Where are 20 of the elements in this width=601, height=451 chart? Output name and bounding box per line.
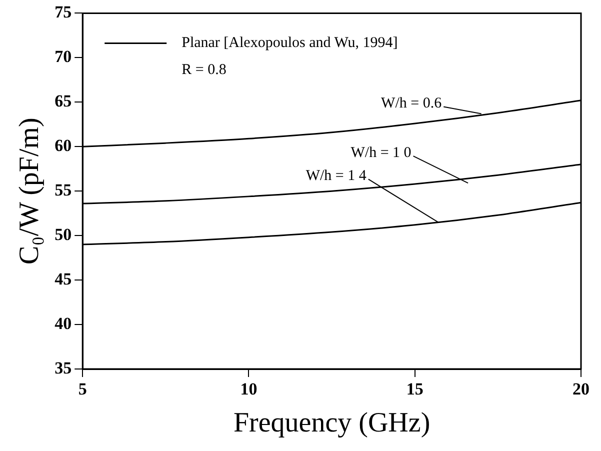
x-tick-label: 5: [78, 380, 87, 399]
annotation: W/h = 1 0: [350, 145, 412, 162]
y-tick-label: 75: [54, 2, 72, 22]
x-tick-label: 15: [406, 380, 424, 399]
y-tick-label: 65: [54, 92, 72, 111]
y-axis-title: C₀/W (pF/m): [14, 118, 46, 265]
x-tick-label: 10: [240, 380, 258, 399]
y-tick-label: 70: [54, 47, 72, 66]
y-tick-label: 45: [54, 269, 72, 288]
y-tick-label: 35: [54, 358, 72, 378]
y-tick-label: 40: [54, 314, 72, 333]
y-tick-label: 55: [54, 180, 72, 200]
annotation: W/h = 1 4: [306, 168, 367, 184]
x-tick-label: 20: [572, 380, 590, 399]
x-axis-title: Frequency (GHz): [233, 408, 430, 439]
y-tick-label: 50: [54, 224, 72, 244]
legend-label: Planar [Alexopoulos and Wu, 1994]: [182, 35, 398, 52]
annotation: W/h = 0.6: [381, 96, 442, 112]
annotation: R = 0.8: [182, 62, 226, 78]
y-tick-label: 60: [54, 136, 72, 156]
